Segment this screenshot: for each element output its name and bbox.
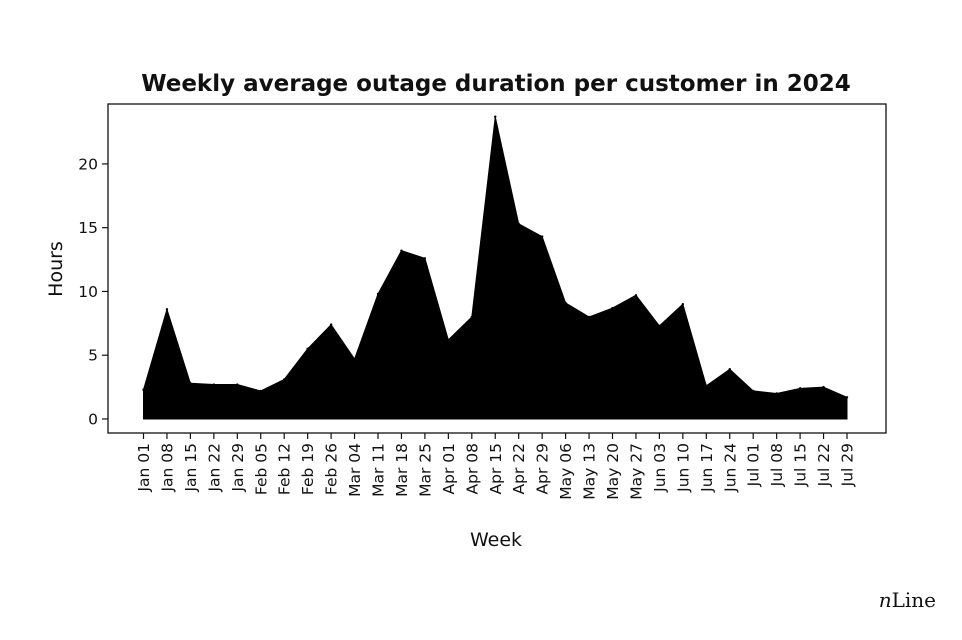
y-tick-label: 5 bbox=[88, 347, 98, 365]
x-tick-label: Jul 15 bbox=[792, 443, 810, 487]
x-tick-label: Feb 05 bbox=[252, 443, 270, 495]
data-point bbox=[447, 338, 450, 342]
data-point bbox=[212, 383, 216, 386]
x-tick-label: Apr 08 bbox=[463, 443, 481, 494]
data-point bbox=[658, 324, 661, 328]
data-point bbox=[845, 396, 849, 399]
data-point bbox=[494, 115, 497, 118]
x-tick-label: Mar 04 bbox=[346, 443, 364, 497]
data-point bbox=[236, 383, 239, 386]
brand-rest: Line bbox=[891, 588, 936, 612]
x-tick-label: Mar 11 bbox=[370, 443, 388, 497]
y-tick-label: 20 bbox=[78, 155, 98, 173]
x-tick-label: Jul 01 bbox=[745, 443, 763, 487]
data-point bbox=[587, 315, 591, 319]
x-tick-label: Apr 01 bbox=[440, 443, 458, 494]
area-series bbox=[143, 116, 848, 420]
x-tick-label: Feb 26 bbox=[323, 443, 341, 495]
x-tick-label: Jan 01 bbox=[135, 443, 153, 493]
x-tick-label: Feb 12 bbox=[276, 443, 294, 495]
x-axis: Jan 01 Jan 08 Jan 15 Jan 22 Jan 29 Feb 05 Feb … bbox=[135, 433, 857, 500]
x-tick-label: Apr 15 bbox=[487, 443, 505, 494]
data-point bbox=[611, 306, 614, 310]
x-tick-label: May 06 bbox=[557, 443, 575, 500]
data-point bbox=[376, 292, 380, 296]
x-tick-label: Jan 08 bbox=[158, 443, 176, 493]
data-point bbox=[517, 222, 520, 226]
x-tick-label: Jan 15 bbox=[182, 443, 200, 493]
y-axis: 0 5 10 15 20 bbox=[78, 155, 108, 428]
data-point bbox=[775, 392, 778, 395]
brand-n: n bbox=[878, 588, 892, 612]
data-point bbox=[142, 388, 145, 391]
y-tick-label: 10 bbox=[78, 283, 98, 301]
x-tick-label: Mar 18 bbox=[393, 443, 411, 497]
x-tick-label: Mar 25 bbox=[416, 443, 434, 497]
x-tick-label: Apr 22 bbox=[510, 443, 528, 494]
data-point bbox=[400, 249, 403, 252]
data-point bbox=[165, 308, 169, 311]
x-tick-label: Apr 29 bbox=[534, 443, 552, 494]
data-point bbox=[822, 385, 825, 389]
data-point bbox=[705, 384, 708, 388]
x-tick-label: Jul 22 bbox=[815, 443, 833, 487]
data-point bbox=[681, 303, 685, 306]
x-tick-label: May 13 bbox=[581, 443, 599, 500]
data-point bbox=[329, 323, 333, 326]
data-point bbox=[306, 347, 309, 351]
x-tick-label: Jun 03 bbox=[651, 443, 669, 493]
x-tick-label: Jun 10 bbox=[674, 443, 692, 493]
x-tick-label: Jan 22 bbox=[205, 443, 223, 493]
x-tick-label: Jul 08 bbox=[768, 443, 786, 487]
brand-logo: nLine bbox=[879, 588, 936, 612]
y-axis-label: Hours bbox=[45, 241, 67, 297]
x-tick-label: Feb 19 bbox=[299, 443, 317, 495]
plot-frame bbox=[107, 103, 887, 434]
data-point bbox=[752, 389, 755, 393]
data-point bbox=[470, 315, 473, 319]
x-axis-label: Week bbox=[470, 529, 522, 551]
x-tick-label: Jan 29 bbox=[229, 443, 247, 493]
x-tick-label: Jul 29 bbox=[839, 443, 857, 487]
data-point bbox=[798, 387, 802, 390]
data-point bbox=[423, 257, 427, 260]
data-point bbox=[540, 235, 544, 238]
data-point bbox=[564, 301, 567, 305]
data-point bbox=[634, 294, 638, 297]
x-tick-label: May 20 bbox=[604, 443, 622, 500]
x-tick-label: May 27 bbox=[627, 443, 645, 500]
data-point bbox=[353, 357, 356, 361]
y-tick-label: 0 bbox=[88, 410, 98, 428]
x-tick-label: Jun 24 bbox=[721, 443, 739, 493]
data-point bbox=[728, 368, 731, 371]
chart-title: Weekly average outage duration per custo… bbox=[141, 71, 851, 97]
data-point bbox=[283, 378, 286, 381]
data-point bbox=[189, 382, 192, 385]
data-point bbox=[259, 389, 262, 393]
x-tick-label: Jun 17 bbox=[698, 443, 716, 493]
y-tick-label: 15 bbox=[78, 219, 98, 237]
